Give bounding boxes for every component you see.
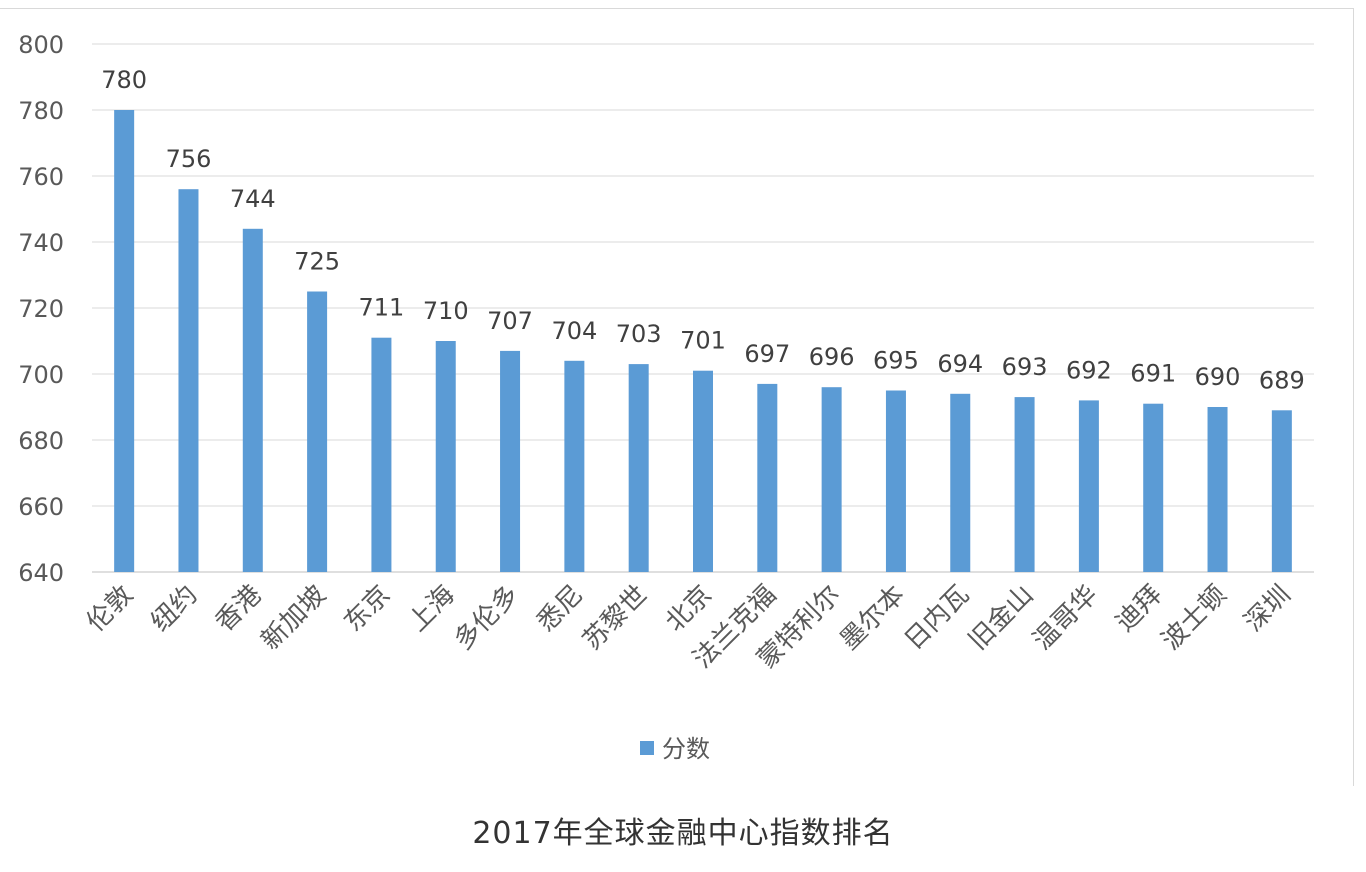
y-tick-label: 780 (18, 97, 64, 125)
bar-墨尔本 (885, 390, 906, 572)
bar-chart: 800 780 760 740 720 700 680 660 640 780 756 744 725… (18, 31, 1314, 763)
bar-香港 (242, 228, 263, 573)
chart-frame (0, 8, 1354, 786)
data-label: 694 (937, 350, 983, 378)
legend: 分数 (640, 735, 710, 763)
bar-纽约 (178, 189, 199, 572)
data-label: 744 (230, 185, 276, 213)
bars (114, 110, 1292, 573)
data-label: 701 (680, 327, 726, 355)
data-label: 725 (294, 248, 340, 276)
y-tick-label: 760 (18, 163, 64, 191)
data-label: 696 (809, 343, 855, 371)
x-tick-label: 香港 (210, 580, 268, 638)
data-label: 695 (873, 347, 919, 375)
x-tick-label: 温哥华 (1027, 580, 1103, 656)
x-tick-label: 纽约 (145, 580, 203, 638)
bar-深圳 (1271, 410, 1292, 572)
data-label: 711 (359, 294, 405, 322)
data-label: 756 (166, 145, 212, 173)
data-label: 704 (551, 317, 597, 345)
bar-日内瓦 (950, 393, 971, 572)
y-tick-label: 660 (18, 493, 64, 521)
data-label: 693 (1002, 353, 1048, 381)
x-tick-label: 伦敦 (81, 580, 139, 638)
data-label: 690 (1195, 363, 1241, 391)
y-tick-label: 800 (18, 31, 64, 59)
bar-多伦多 (500, 350, 521, 572)
bar-伦敦 (114, 110, 135, 572)
data-label: 780 (101, 66, 147, 94)
x-tick-label: 多伦多 (449, 580, 525, 656)
y-tick-label: 720 (18, 295, 64, 323)
data-label: 697 (744, 340, 790, 368)
x-tick-label: 日内瓦 (899, 580, 975, 656)
x-tick-label: 旧金山 (963, 580, 1039, 656)
bar-东京 (371, 337, 392, 572)
data-label: 689 (1259, 366, 1305, 394)
bar-上海 (435, 341, 456, 572)
x-tick-label: 墨尔本 (835, 580, 911, 656)
x-tick-label: 苏黎世 (577, 580, 653, 656)
data-label: 707 (487, 307, 533, 335)
bar-迪拜 (1143, 403, 1164, 572)
legend-swatch (640, 741, 654, 755)
y-axis-tick-labels: 800 780 760 740 720 700 680 660 640 (18, 31, 64, 587)
bar-蒙特利尔 (821, 387, 842, 572)
x-tick-label: 深圳 (1239, 580, 1297, 638)
bar-新加坡 (307, 291, 328, 572)
y-tick-label: 640 (18, 559, 64, 587)
x-tick-label: 东京 (338, 580, 396, 638)
data-labels: 780 756 744 725 711 710 707 704 703 701 697 696 695 6… (101, 66, 1304, 394)
legend-label: 分数 (662, 735, 710, 763)
bar-温哥华 (1078, 400, 1099, 572)
bar-法兰克福 (757, 383, 778, 572)
x-tick-label: 波士顿 (1156, 580, 1232, 656)
chart-caption: 2017年全球金融中心指数排名 (472, 816, 894, 851)
x-tick-label: 上海 (403, 580, 461, 638)
y-tick-label: 740 (18, 229, 64, 257)
x-tick-label: 北京 (660, 580, 718, 638)
data-label: 710 (423, 297, 469, 325)
x-tick-label: 悉尼 (531, 580, 589, 638)
bar-苏黎世 (628, 364, 649, 572)
bar-北京 (693, 370, 713, 572)
y-tick-label: 680 (18, 427, 64, 455)
y-tick-label: 700 (18, 361, 64, 389)
bar-悉尼 (564, 360, 585, 572)
bar-旧金山 (1014, 397, 1035, 572)
data-label: 703 (616, 320, 662, 348)
x-tick-label: 迪拜 (1110, 580, 1168, 638)
data-label: 691 (1130, 360, 1176, 388)
x-tick-label: 新加坡 (256, 580, 332, 656)
data-label: 692 (1066, 356, 1112, 384)
bar-波士顿 (1207, 407, 1228, 572)
